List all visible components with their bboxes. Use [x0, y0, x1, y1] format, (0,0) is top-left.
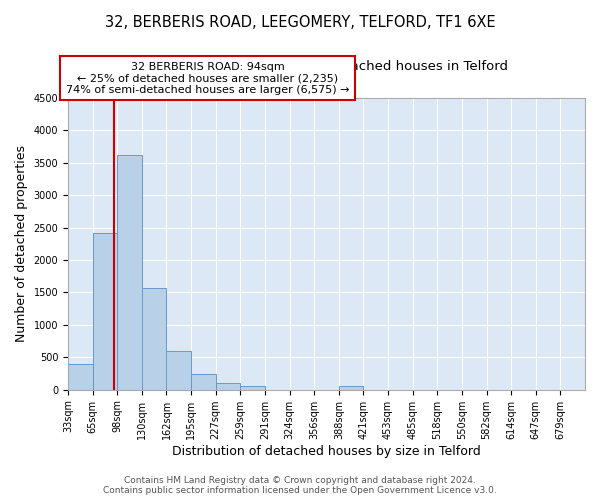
Bar	[216, 383, 241, 390]
Bar	[117, 155, 142, 390]
Bar	[241, 386, 265, 390]
Bar	[142, 288, 166, 390]
Bar	[92, 232, 117, 390]
Bar	[166, 351, 191, 390]
Bar	[339, 386, 364, 390]
Y-axis label: Number of detached properties: Number of detached properties	[15, 145, 28, 342]
X-axis label: Distribution of detached houses by size in Telford: Distribution of detached houses by size …	[172, 444, 481, 458]
Text: Contains HM Land Registry data © Crown copyright and database right 2024.
Contai: Contains HM Land Registry data © Crown c…	[103, 476, 497, 495]
Text: 32 BERBERIS ROAD: 94sqm
← 25% of detached houses are smaller (2,235)
74% of semi: 32 BERBERIS ROAD: 94sqm ← 25% of detache…	[66, 62, 349, 95]
Text: 32, BERBERIS ROAD, LEEGOMERY, TELFORD, TF1 6XE: 32, BERBERIS ROAD, LEEGOMERY, TELFORD, T…	[104, 15, 496, 30]
Bar	[191, 374, 216, 390]
Bar	[68, 364, 92, 390]
Title: Size of property relative to detached houses in Telford: Size of property relative to detached ho…	[146, 60, 508, 73]
